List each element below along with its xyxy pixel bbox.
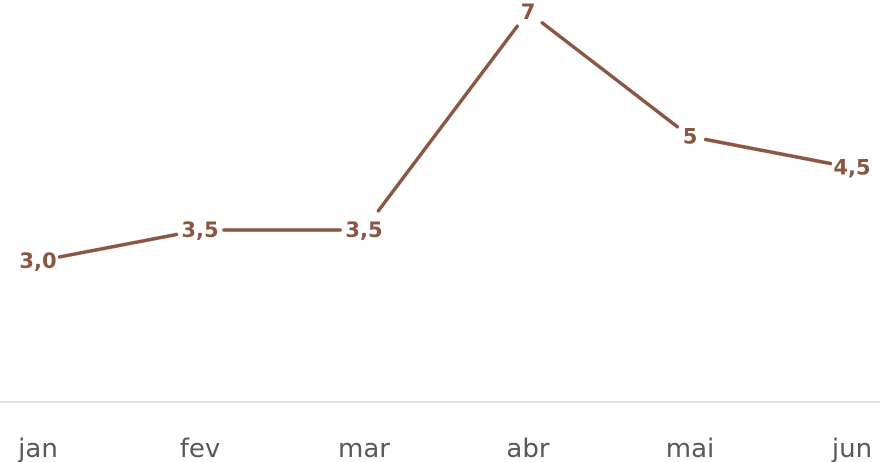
data-label: 3,5 <box>181 218 218 242</box>
x-tick-labels-layer: jan fev mar abr mai jun <box>17 434 872 462</box>
data-label: 7 <box>521 0 536 24</box>
data-label: 5 <box>683 125 698 149</box>
data-label: 3,5 <box>345 218 382 242</box>
x-tick-label: jan <box>17 434 58 462</box>
data-labels-layer: 3,0 3,5 3,5 7 5 4,5 <box>19 0 870 273</box>
series-line-segment <box>57 232 179 259</box>
x-tick-label: abr <box>506 434 549 462</box>
x-tick-label: jun <box>831 434 872 462</box>
x-tick-label: mar <box>338 434 390 462</box>
data-label: 3,0 <box>19 249 56 273</box>
series-line-segment <box>376 24 519 213</box>
series-line-segment <box>540 21 680 129</box>
series-line-segment <box>703 137 833 166</box>
x-tick-label: fev <box>180 434 221 462</box>
series-layer <box>57 21 833 259</box>
x-tick-label: mai <box>666 434 714 462</box>
data-label: 4,5 <box>833 156 870 180</box>
